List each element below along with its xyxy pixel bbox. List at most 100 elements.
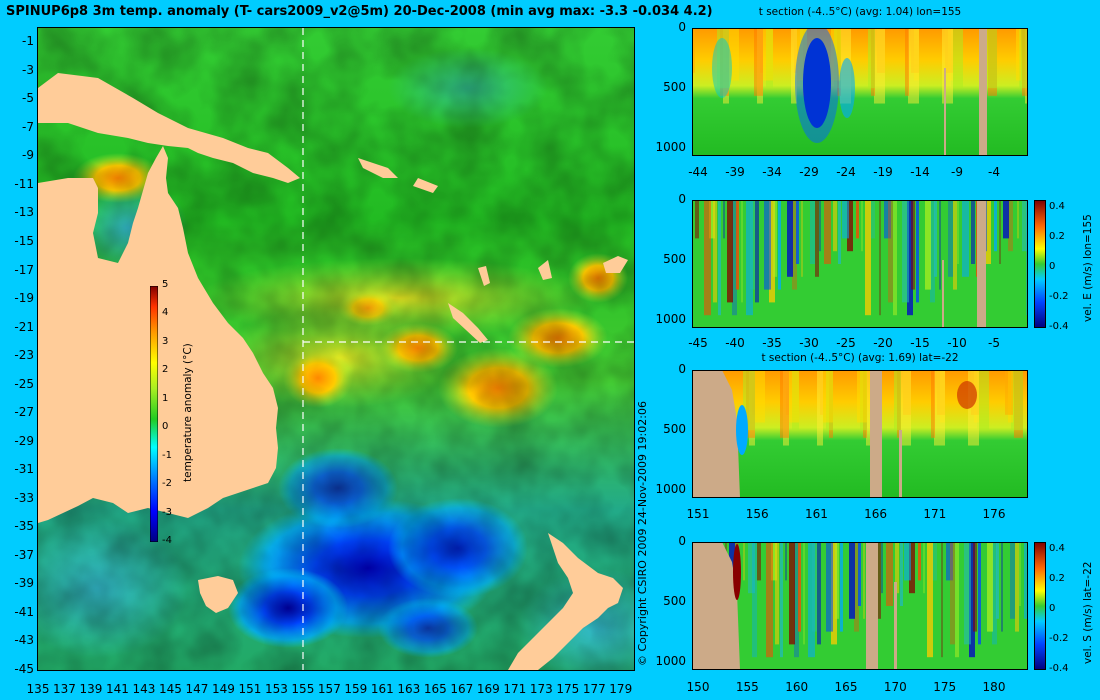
- map-colorbar-label: temperature anomaly (°C): [182, 343, 194, 482]
- map-x-tick: 173: [529, 682, 553, 696]
- map-x-tick: 177: [582, 682, 606, 696]
- map-x-tick: 163: [397, 682, 421, 696]
- section-x-tick: 170: [883, 680, 907, 694]
- map-colorbar-tick: 3: [162, 335, 169, 347]
- map-x-tick: 145: [158, 682, 182, 696]
- section-x-tick: -20: [873, 336, 893, 350]
- map-x-tick: 175: [556, 682, 580, 696]
- section-x-tick: -34: [762, 165, 782, 179]
- velocity-colorbar: [1034, 200, 1046, 328]
- map-colorbar: [150, 286, 158, 542]
- section-x-tick: -44: [688, 165, 708, 179]
- velocity-colorbar-tick: -0.4: [1049, 321, 1069, 332]
- section-x-tick: 175: [933, 680, 957, 694]
- map-x-tick: 151: [238, 682, 262, 696]
- velocity-colorbar-tick: 0: [1049, 603, 1056, 614]
- section-x-tick: 180: [982, 680, 1006, 694]
- map-y-tick: -37: [14, 547, 34, 562]
- section-x-tick: 160: [785, 680, 809, 694]
- section-x-tick: -30: [799, 336, 819, 350]
- section-x-tick: 155: [735, 680, 759, 694]
- section-x-tick: -14: [910, 165, 930, 179]
- velocity-colorbar: [1034, 542, 1046, 670]
- section-x-tick: -25: [836, 336, 856, 350]
- map-y-tick: -35: [14, 519, 34, 534]
- section-y-tick: 1000: [655, 140, 686, 155]
- temperature-anomaly-map: [38, 28, 634, 670]
- velocity-colorbar-label: vel. S (m/s) lat=-22: [1082, 561, 1094, 664]
- section-y-tick: 500: [663, 80, 686, 95]
- velocity-colorbar-label: vel. E (m/s) lon=155: [1082, 214, 1094, 322]
- velocity-colorbar-tick: 0: [1049, 261, 1056, 272]
- map-x-tick: 135: [26, 682, 50, 696]
- map-colorbar-tick: -4: [162, 535, 172, 546]
- map-y-tick: -23: [14, 348, 34, 363]
- velocity-colorbar-tick: -0.2: [1049, 633, 1069, 644]
- map-y-tick: -3: [22, 62, 34, 77]
- map-colorbar-tick: 4: [162, 307, 169, 319]
- section-x-tick: -10: [947, 336, 967, 350]
- map-y-tick: -43: [14, 633, 34, 648]
- map-x-tick: 139: [79, 682, 103, 696]
- map-y-tick: -5: [22, 91, 34, 106]
- section-panel-v-lon: [692, 200, 1028, 328]
- map-x-tick: 153: [264, 682, 288, 696]
- section-panel-v-lat: [692, 542, 1028, 670]
- map-x-tick: 167: [450, 682, 474, 696]
- section-x-tick: 156: [745, 507, 769, 521]
- section-y-tick: 500: [663, 422, 686, 437]
- section-x-tick: -39: [725, 165, 745, 179]
- section-y-tick: 500: [663, 252, 686, 267]
- section-panel-title: t section (-4..5°C) (avg: 1.69) lat=-22: [761, 352, 959, 364]
- map-y-tick: -11: [14, 176, 34, 191]
- section-x-tick: 151: [686, 507, 710, 521]
- section-panel-t-lat: [692, 370, 1028, 498]
- section-x-tick: -5: [988, 336, 1000, 350]
- map-y-tick: -17: [14, 262, 34, 277]
- map-x-tick: 165: [423, 682, 447, 696]
- map-x-tick: 157: [317, 682, 341, 696]
- map-colorbar-tick: 1: [162, 392, 169, 404]
- section-y-tick: 0: [678, 20, 686, 34]
- section-x-tick: -29: [799, 165, 819, 179]
- section-y-tick: 1000: [655, 312, 686, 327]
- velocity-colorbar-tick: 0.2: [1049, 231, 1065, 242]
- section-y-tick: 0: [678, 362, 686, 376]
- map-colorbar-tick: 5: [162, 279, 169, 290]
- velocity-colorbar-tick: 0.4: [1049, 543, 1065, 554]
- map-y-tick: -31: [14, 462, 34, 477]
- velocity-colorbar-tick: -0.4: [1049, 663, 1069, 674]
- map-x-tick: 147: [185, 682, 209, 696]
- map-y-tick: -45: [14, 662, 34, 676]
- fiji-land: [603, 256, 628, 273]
- section-x-tick: -9: [951, 165, 963, 179]
- section-x-tick: -45: [688, 336, 708, 350]
- section-x-tick: 150: [686, 680, 710, 694]
- section-x-tick: -35: [762, 336, 782, 350]
- map-colorbar-tick: 0: [162, 421, 169, 433]
- section-y-tick: 500: [663, 594, 686, 609]
- section-x-tick: -19: [873, 165, 893, 179]
- section-y-tick: 1000: [655, 482, 686, 497]
- map-y-tick: -13: [14, 205, 34, 220]
- map-x-tick: 149: [211, 682, 235, 696]
- map-x-tick: 137: [53, 682, 76, 696]
- map-x-tick: 169: [476, 682, 500, 696]
- map-x-tick: 171: [503, 682, 527, 696]
- velocity-colorbar-tick: 0.2: [1049, 573, 1065, 584]
- velocity-colorbar-tick: -0.2: [1049, 291, 1069, 302]
- section-panel-title: t section (-4..5°C) (avg: 1.04) lon=155: [758, 6, 962, 18]
- map-y-tick: -15: [14, 234, 34, 248]
- section-x-tick: -40: [725, 336, 745, 350]
- map-y-tick: -9: [22, 148, 34, 163]
- map-x-tick: 161: [370, 682, 394, 696]
- australia-land: [38, 146, 278, 523]
- section-x-tick: -24: [836, 165, 856, 179]
- map-y-tick: -39: [14, 576, 34, 591]
- section-panel-t-lon: [692, 28, 1028, 156]
- velocity-colorbar-tick: 0.4: [1049, 201, 1065, 212]
- section-x-tick: -15: [910, 336, 930, 350]
- map-y-tick: -27: [14, 405, 34, 420]
- map-colorbar-tick: -2: [162, 478, 172, 490]
- map-y-tick: -25: [14, 376, 34, 391]
